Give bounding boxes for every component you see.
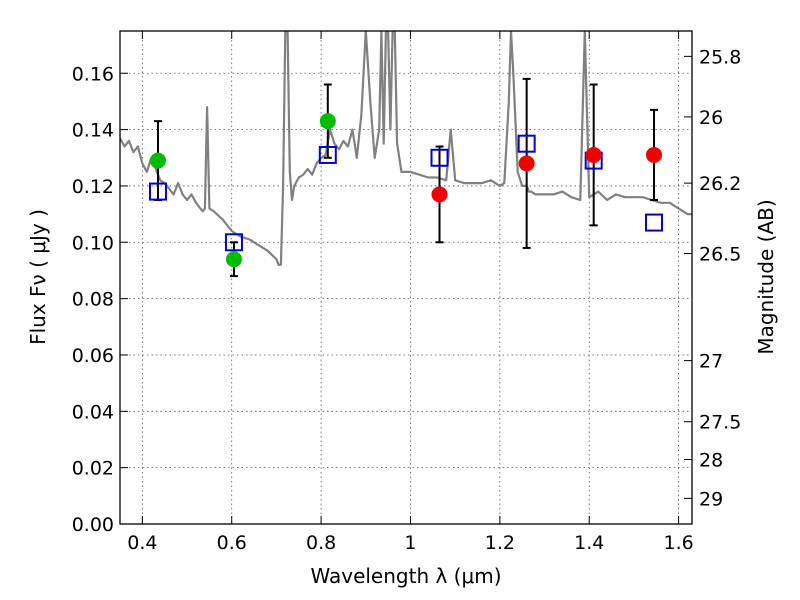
plot-frame bbox=[119, 30, 693, 525]
right-tick-label: 27 bbox=[699, 351, 723, 373]
observed-optical-point bbox=[149, 152, 166, 169]
tick-layer: 0.4 0.6 0.8 1 1.2 1.4 1.6 0.00 0.02 0.04 0.06 0.08 0… bbox=[72, 31, 741, 554]
synthetic-photometry-square bbox=[318, 145, 337, 164]
y-tick-label: 0.14 bbox=[72, 120, 114, 142]
synthetic-photometry-square bbox=[430, 148, 449, 167]
y-tick-label: 0.04 bbox=[72, 401, 114, 423]
right-tick-label: 29 bbox=[699, 488, 723, 510]
right-tick-label: 27.5 bbox=[699, 412, 741, 434]
y-axis-title: Flux Fν ( μJy ) bbox=[26, 209, 50, 345]
observed-infrared-point bbox=[585, 146, 602, 163]
y-tick-label: 0.08 bbox=[72, 289, 114, 311]
right-axis-title: Magnitude (AB) bbox=[754, 199, 778, 354]
synthetic-photometry-square bbox=[148, 182, 167, 201]
y-tick-label: 0.00 bbox=[72, 514, 114, 536]
grid-layer bbox=[120, 31, 692, 524]
x-tick-label: 0.4 bbox=[127, 532, 157, 554]
model-spectrum-line bbox=[120, 31, 692, 266]
synthetic-photometry-square bbox=[645, 213, 664, 232]
right-tick-label: 26.2 bbox=[699, 173, 741, 195]
observed-infrared-point bbox=[646, 146, 663, 163]
right-tick-label: 25.8 bbox=[699, 46, 741, 68]
y-tick-label: 0.12 bbox=[72, 176, 114, 198]
observed-infrared-point bbox=[518, 155, 535, 172]
right-tick-label: 28 bbox=[699, 449, 723, 471]
x-tick-label: 0.6 bbox=[217, 532, 247, 554]
y-tick-label: 0.16 bbox=[72, 63, 114, 85]
x-tick-label: 1.2 bbox=[485, 532, 515, 554]
synthetic-photometry-square bbox=[517, 134, 536, 153]
right-tick-label: 26 bbox=[699, 107, 723, 129]
x-axis-title: Wavelength λ (μm) bbox=[310, 564, 501, 588]
x-tick-label: 1 bbox=[404, 532, 416, 554]
y-tick-label: 0.10 bbox=[72, 232, 114, 254]
y-tick-label: 0.06 bbox=[72, 345, 114, 367]
marker-layer bbox=[148, 113, 664, 268]
observed-optical-point bbox=[319, 113, 336, 130]
x-tick-label: 1.6 bbox=[663, 532, 693, 554]
observed-infrared-point bbox=[431, 186, 448, 203]
observed-optical-point bbox=[225, 251, 242, 268]
right-tick-label: 26.5 bbox=[699, 244, 741, 266]
synthetic-photometry-square bbox=[224, 233, 243, 252]
x-tick-label: 0.8 bbox=[306, 532, 336, 554]
spectrum-layer bbox=[120, 31, 692, 266]
x-tick-label: 1.4 bbox=[574, 532, 604, 554]
y-tick-label: 0.02 bbox=[72, 458, 114, 480]
